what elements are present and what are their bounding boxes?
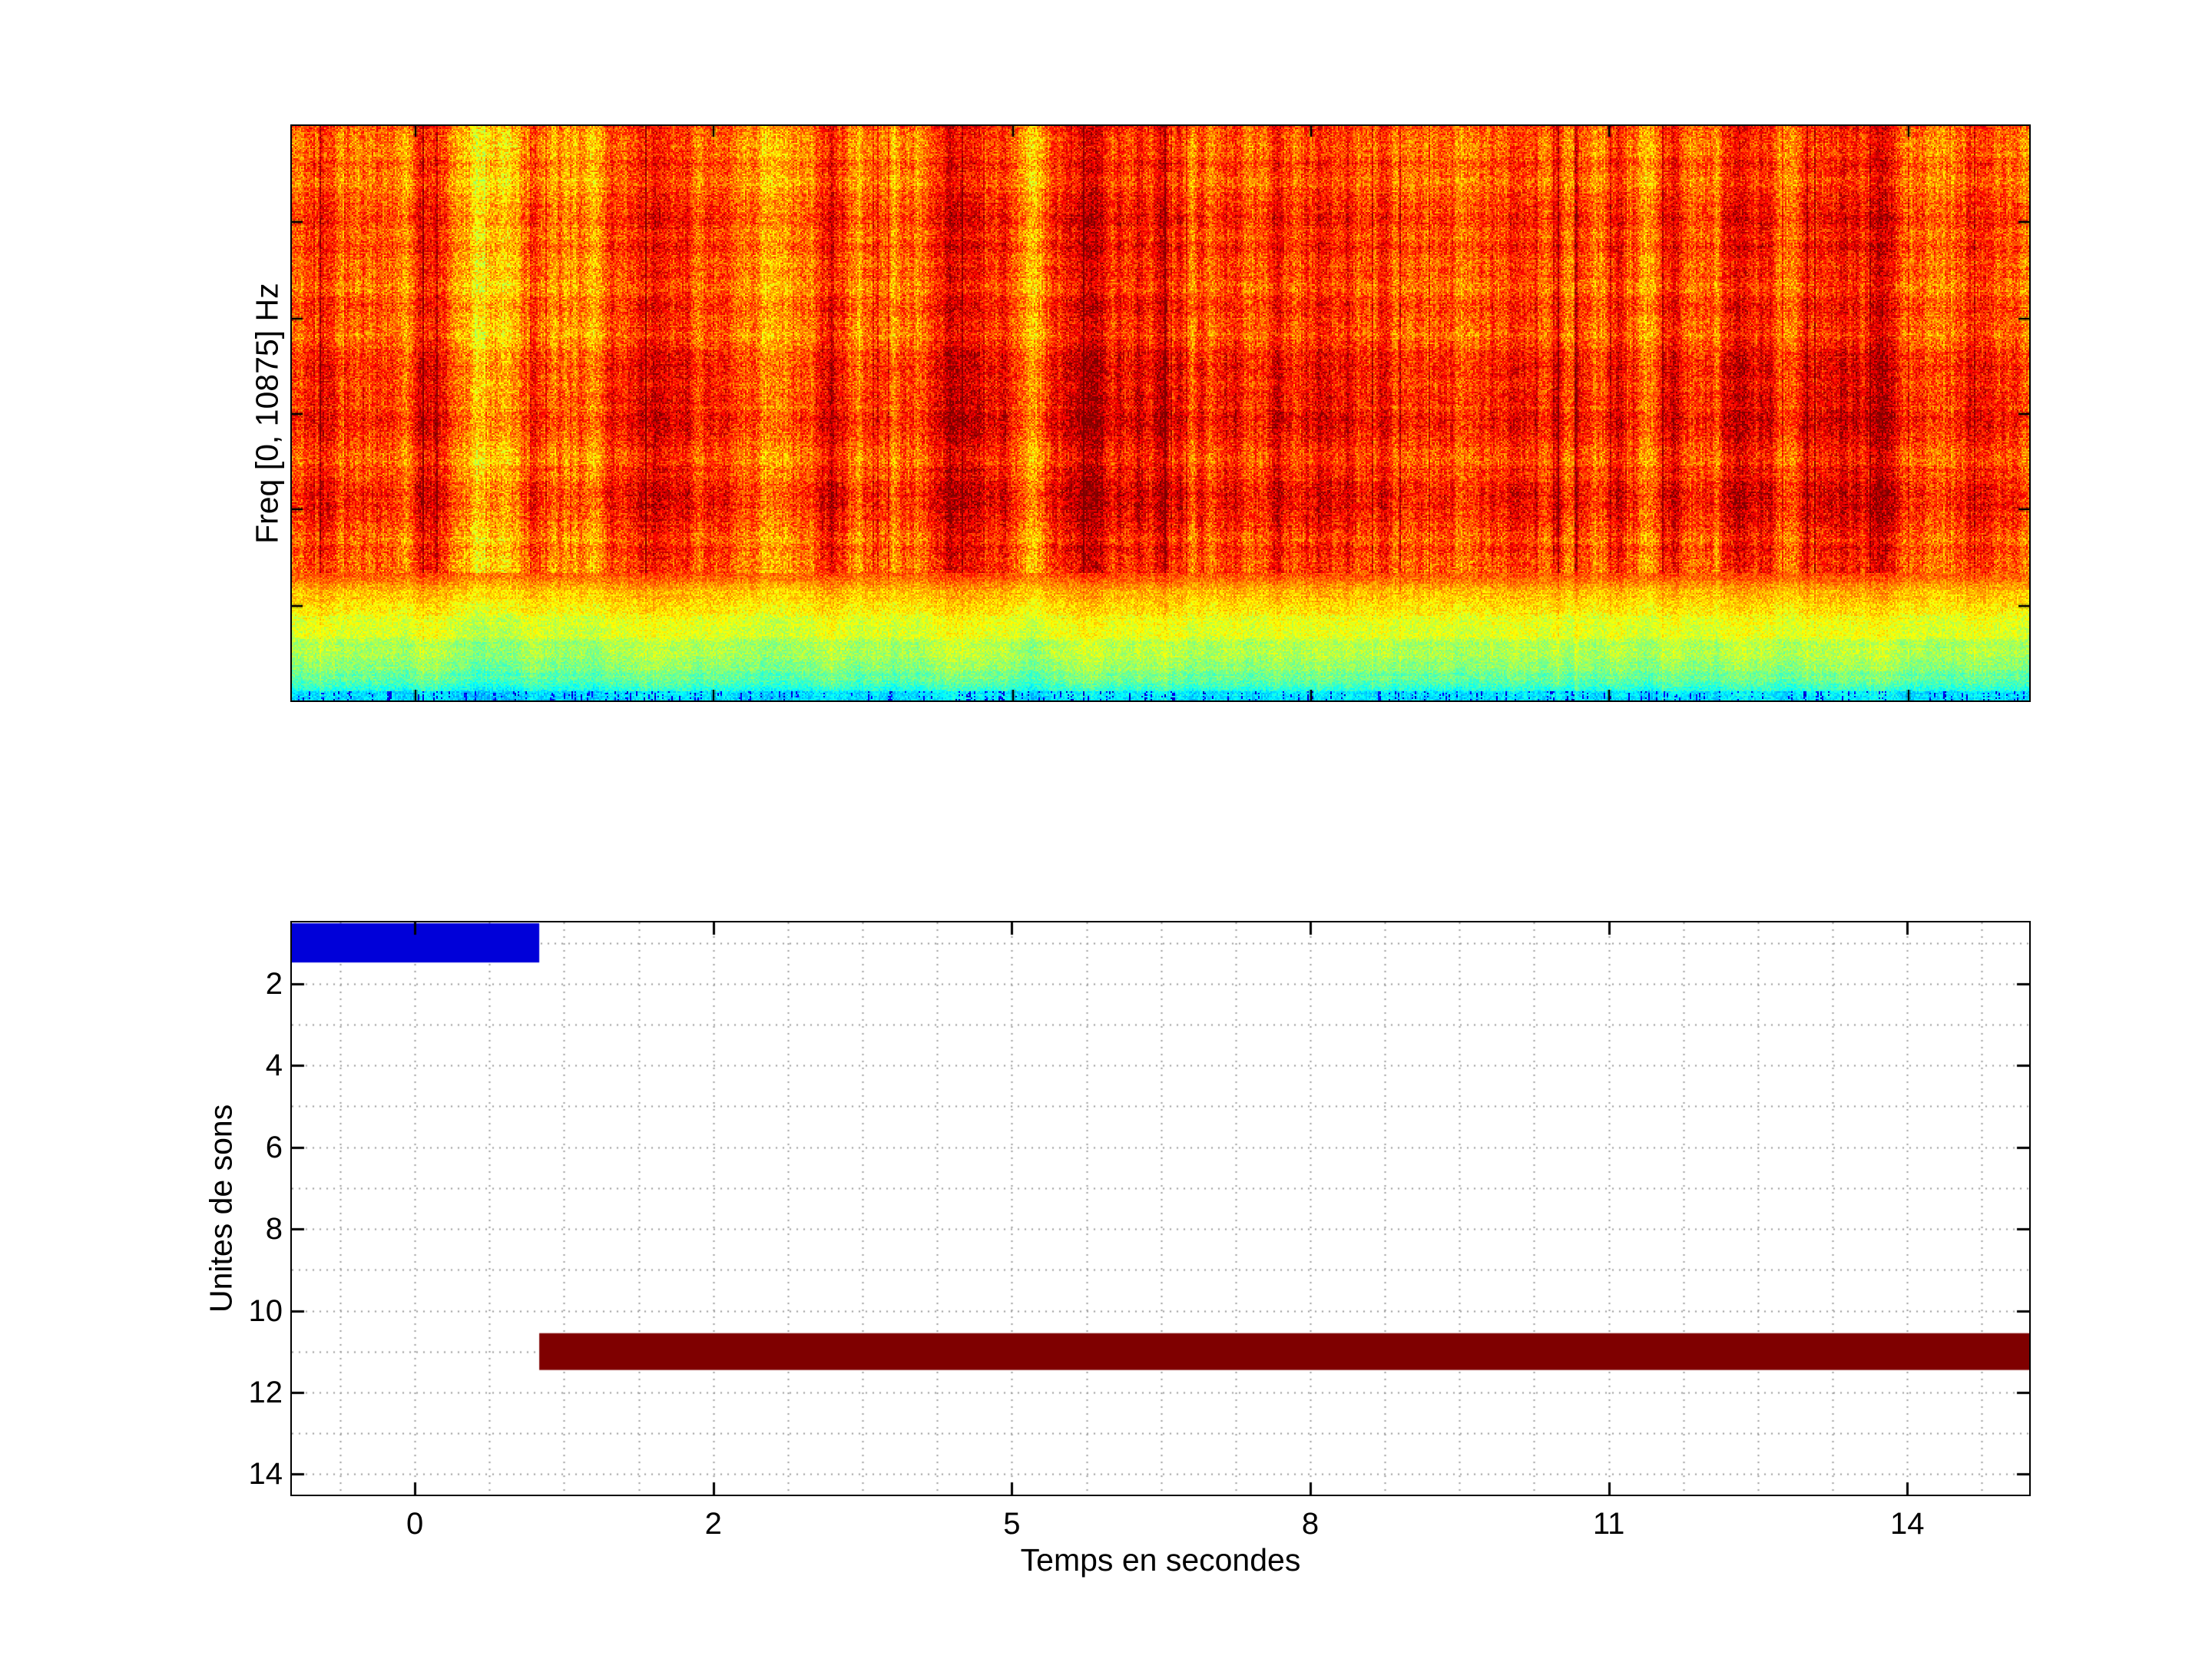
y-tick-label: 6 <box>265 1130 283 1164</box>
y-tick-label: 12 <box>248 1375 283 1409</box>
spectrogram-canvas <box>292 126 2029 700</box>
y-tick-label: 10 <box>248 1293 283 1328</box>
y-tick-label: 4 <box>265 1048 283 1083</box>
x-tick-label: 14 <box>1889 1507 1925 1541</box>
y-tick-label: 8 <box>265 1212 283 1247</box>
x-tick-label: 2 <box>704 1507 722 1541</box>
y-tick-label: 14 <box>248 1457 283 1492</box>
x-tick-label: 11 <box>1592 1507 1625 1541</box>
sound-units-panel <box>290 921 2031 1496</box>
x-axis-label: Temps en secondes <box>1020 1542 1301 1578</box>
spectrogram-panel <box>290 124 2031 702</box>
x-tick-label: 0 <box>406 1507 424 1541</box>
x-tick-label: 5 <box>1003 1507 1021 1541</box>
sound-units-canvas <box>292 922 2029 1495</box>
spectrogram-y-axis-label: Freq [0, 10875] Hz <box>249 283 285 544</box>
y-tick-label: 2 <box>265 966 283 1001</box>
x-tick-label: 8 <box>1301 1507 1320 1541</box>
